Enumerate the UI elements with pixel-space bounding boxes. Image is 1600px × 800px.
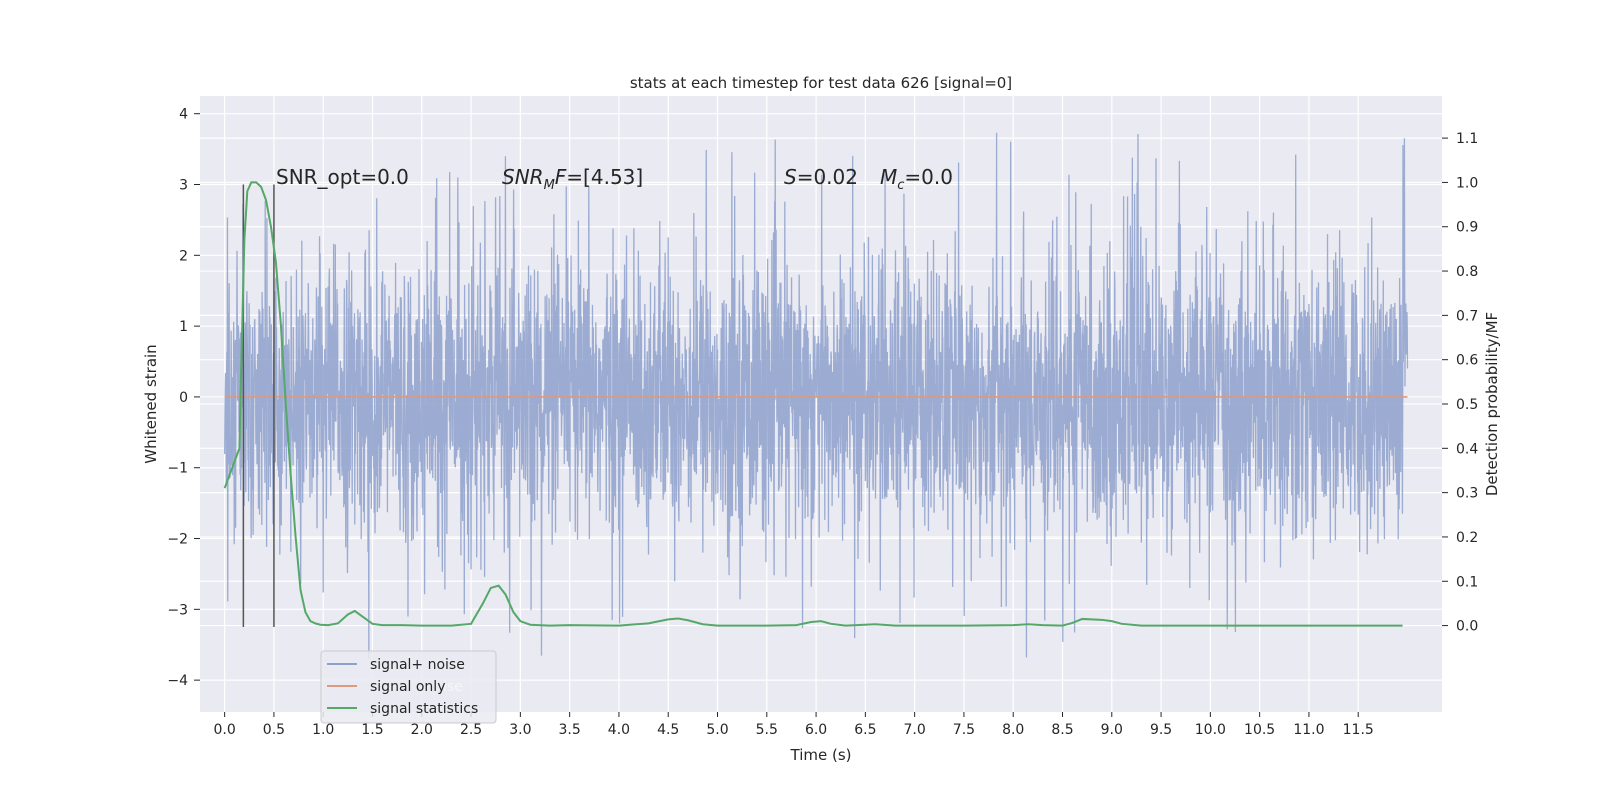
y-left-tick-label: 1 bbox=[179, 319, 188, 335]
y-right-tick-label: 0.3 bbox=[1456, 486, 1478, 502]
x-tick-label: 1.0 bbox=[312, 722, 334, 738]
x-tick-label: 6.5 bbox=[854, 722, 876, 738]
signal-statistics-series bbox=[223, 181, 1403, 627]
y-left-tick-label: 0 bbox=[179, 390, 188, 406]
legend-label-signal-only: signal only bbox=[370, 679, 445, 695]
y-right-axis-ticks: 1.1 1.0 0.9 0.8 0.7 0.6 0.5 0.4 0.3 0.2 0.1 0.0 bbox=[1442, 131, 1478, 635]
y-right-tick-label: 0.6 bbox=[1456, 353, 1478, 369]
signal-statistics-line bbox=[223, 181, 1403, 627]
annotation-mc-value: =0.0 bbox=[904, 165, 953, 189]
legend-box bbox=[320, 650, 497, 724]
x-tick-label: 3.5 bbox=[559, 722, 581, 738]
y-right-tick-label: 0.7 bbox=[1456, 308, 1478, 324]
signal-noise-series bbox=[223, 132, 1409, 660]
x-tick-label: 4.0 bbox=[608, 722, 630, 738]
x-tick-label: 10.5 bbox=[1244, 722, 1275, 738]
annotation-s-value: =0.02 bbox=[797, 165, 858, 189]
x-tick-label: 5.0 bbox=[706, 722, 728, 738]
y-left-tick-label: −1 bbox=[167, 461, 188, 477]
y-left-tick-label: 2 bbox=[179, 248, 188, 264]
x-tick-label: 10.0 bbox=[1195, 722, 1226, 738]
annotation-mc-main: M bbox=[880, 165, 897, 189]
legend-label-signal-statistics: signal statistics bbox=[370, 701, 478, 717]
x-tick-label: 0.5 bbox=[263, 722, 285, 738]
annotation-s: S=0.02 bbox=[784, 165, 858, 189]
y-left-tick-label: 4 bbox=[179, 107, 188, 123]
x-tick-label: 7.0 bbox=[904, 722, 926, 738]
y-right-tick-label: 0.0 bbox=[1456, 619, 1478, 635]
y-left-tick-label: −2 bbox=[167, 532, 188, 548]
x-tick-label: 4.5 bbox=[657, 722, 679, 738]
x-tick-label: 2.0 bbox=[411, 722, 433, 738]
annotation-snr-mf: SNRMF=[4.53] bbox=[502, 165, 643, 193]
annotation-snr-mf-sub: M bbox=[544, 178, 555, 193]
x-tick-label: 7.5 bbox=[953, 722, 975, 738]
y-right-tick-label: 1.0 bbox=[1456, 175, 1478, 191]
x-axis-ticks: 0.0 0.5 1.0 1.5 2.0 2.5 3.0 3.5 4.0 4.5 5.0 5.5 6.0 6… bbox=[214, 712, 1374, 738]
y-right-tick-label: 1.1 bbox=[1456, 131, 1478, 147]
signal-noise-line bbox=[223, 132, 1409, 660]
annotation-snr-opt: SNR_opt=0.0 bbox=[276, 165, 409, 189]
annotation-snr-mf-f: F bbox=[555, 165, 567, 189]
y-right-tick-label: 0.9 bbox=[1456, 220, 1478, 236]
legend-label-signal-noise: signal+ noise bbox=[370, 657, 465, 673]
annotation-snr-mf-main: SNR bbox=[502, 165, 544, 189]
annotation-s-label: S bbox=[784, 165, 797, 189]
y-left-axis-label: Whitened strain bbox=[142, 344, 160, 463]
x-tick-label: 9.5 bbox=[1150, 722, 1172, 738]
x-tick-label: 8.0 bbox=[1002, 722, 1024, 738]
y-right-tick-label: 0.8 bbox=[1456, 264, 1478, 280]
y-right-tick-label: 0.2 bbox=[1456, 530, 1478, 546]
x-tick-label: 2.5 bbox=[460, 722, 482, 738]
x-axis-label: Time (s) bbox=[790, 746, 852, 764]
chart-title: stats at each timestep for test data 626… bbox=[630, 74, 1012, 92]
y-right-axis-label: Detection probability/MF bbox=[1483, 312, 1501, 496]
x-tick-label: 6.0 bbox=[805, 722, 827, 738]
x-tick-label: 9.0 bbox=[1101, 722, 1123, 738]
y-left-tick-label: −4 bbox=[167, 673, 188, 689]
annotation-snr-mf-rest: =[4.53] bbox=[566, 165, 643, 189]
x-tick-label: 0.0 bbox=[214, 722, 236, 738]
y-right-tick-label: 0.5 bbox=[1456, 397, 1478, 413]
x-tick-label: 1.5 bbox=[361, 722, 383, 738]
x-tick-label: 5.5 bbox=[756, 722, 778, 738]
y-left-axis-ticks: 4 3 2 1 0 −1 −2 −3 −4 bbox=[167, 107, 200, 689]
annotation-mc-sub: c bbox=[897, 178, 904, 193]
y-left-tick-label: −3 bbox=[167, 602, 188, 618]
x-tick-label: 8.5 bbox=[1051, 722, 1073, 738]
x-tick-label: 11.0 bbox=[1293, 722, 1324, 738]
annotation-mc: Mc=0.0 bbox=[880, 165, 953, 193]
x-tick-label: 11.5 bbox=[1343, 722, 1374, 738]
legend: signal+ noise ise signal only signal sta… bbox=[320, 650, 497, 724]
x-tick-label: 3.0 bbox=[509, 722, 531, 738]
y-right-tick-label: 0.1 bbox=[1456, 574, 1478, 590]
y-left-tick-label: 3 bbox=[179, 178, 188, 194]
legend-ghost-text: ise bbox=[443, 679, 463, 695]
y-right-tick-label: 0.4 bbox=[1456, 441, 1478, 457]
